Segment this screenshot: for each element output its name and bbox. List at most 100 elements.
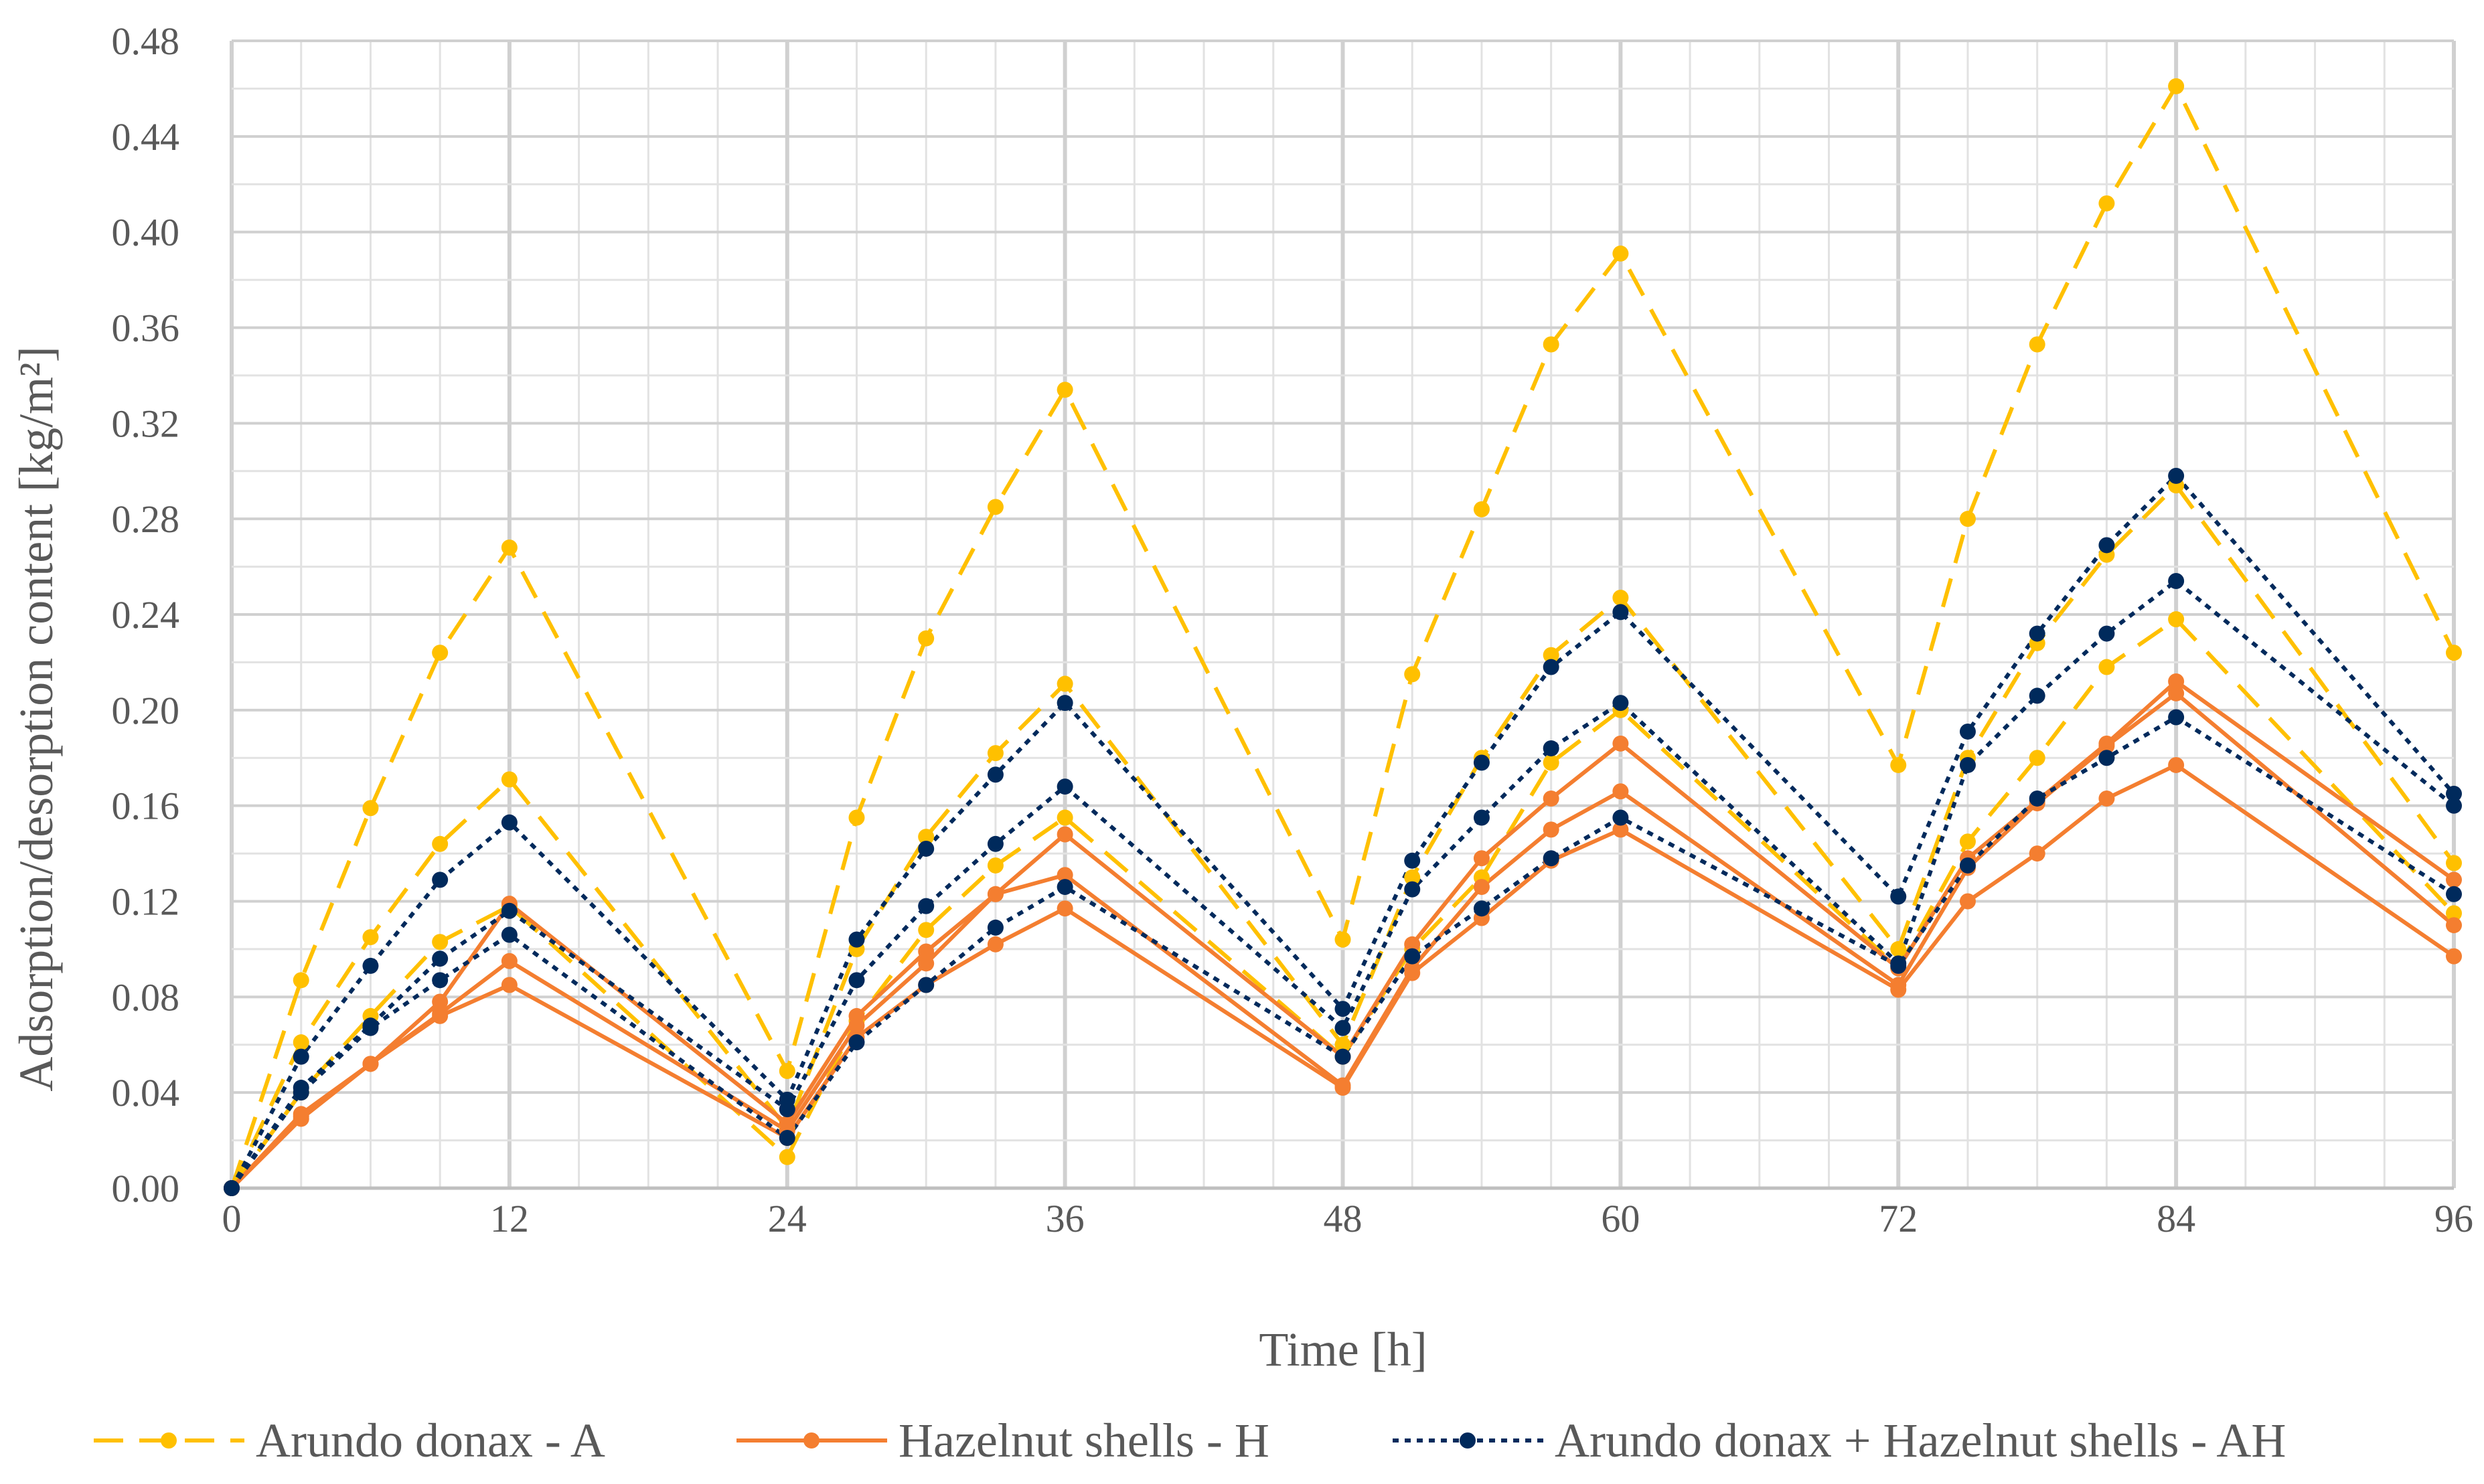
data-point-a: [1612, 245, 1629, 262]
data-point-a: [1543, 754, 1559, 771]
data-point-a: [987, 745, 1004, 762]
data-point-a: [2029, 750, 2045, 766]
data-point-ah: [1959, 857, 1976, 874]
x-tick-label: 36: [1046, 1197, 1085, 1240]
data-point-a: [987, 857, 1004, 874]
data-point-ah: [987, 766, 1004, 783]
data-point-a: [1057, 382, 1073, 398]
data-point-ah: [779, 1101, 795, 1118]
data-point-ah: [432, 872, 449, 888]
data-point-a: [432, 645, 449, 661]
data-point-h: [362, 1056, 379, 1072]
data-point-a: [432, 934, 449, 951]
data-point-a: [501, 771, 518, 788]
y-tick-label: 0.40: [112, 211, 180, 254]
data-point-ah: [1057, 695, 1073, 712]
data-point-a: [2098, 659, 2115, 675]
data-point-h: [2446, 872, 2462, 888]
x-tick-label: 48: [1324, 1197, 1363, 1240]
data-point-ah: [362, 957, 379, 974]
data-point-ah: [362, 1019, 379, 1036]
data-point-a: [2168, 611, 2185, 628]
data-point-ah: [1334, 1001, 1351, 1017]
y-tick-label: 0.08: [112, 975, 180, 1019]
data-point-a: [1057, 809, 1073, 826]
y-tick-label: 0.32: [112, 402, 180, 445]
data-point-h: [1057, 900, 1073, 917]
data-point-a: [2446, 905, 2462, 922]
data-point-h: [1612, 735, 1629, 752]
data-point-h: [1543, 790, 1559, 807]
data-point-ah: [1404, 948, 1421, 965]
data-point-a: [1612, 590, 1629, 606]
data-point-a: [2446, 645, 2462, 661]
data-point-ah: [848, 1034, 865, 1051]
data-point-h: [1612, 821, 1629, 838]
data-point-h: [2168, 685, 2185, 702]
x-tick-label: 72: [1879, 1197, 1918, 1240]
data-point-ah: [2168, 467, 2185, 484]
data-point-ah: [2029, 687, 2045, 704]
data-point-ah: [2446, 785, 2462, 802]
data-point-h: [1543, 821, 1559, 838]
data-point-ah: [224, 1180, 240, 1196]
data-point-h: [2168, 756, 2185, 773]
data-point-h: [1612, 783, 1629, 800]
data-point-h: [987, 886, 1004, 902]
data-point-a: [362, 800, 379, 817]
data-point-ah: [1334, 1019, 1351, 1036]
data-point-a: [1543, 647, 1559, 663]
legend: Arundo donax - A Hazelnut shells - H Arund…: [94, 1414, 2286, 1467]
data-point-h: [2446, 917, 2462, 934]
y-tick-label: 0.28: [112, 497, 180, 541]
y-tick-label: 0.48: [112, 19, 180, 63]
data-point-a: [1057, 675, 1073, 692]
data-point-ah: [1543, 850, 1559, 867]
data-point-ah: [918, 977, 935, 993]
y-tick-label: 0.44: [112, 115, 180, 159]
data-point-ah: [1473, 754, 1490, 771]
data-point-h: [1473, 850, 1490, 867]
tick-labels: 0 12 24 36 48 60 72 84 96 0.00 0.04 0.08 0.12 0.16 0.2…: [112, 19, 2474, 1240]
data-point-ah: [2029, 625, 2045, 642]
data-point-ah: [1612, 604, 1629, 621]
data-point-h: [2446, 948, 2462, 965]
y-axis-title: Adsorption/desorption content [kg/m²]: [9, 346, 63, 1091]
data-point-a: [2446, 855, 2462, 872]
x-axis-title: Time [h]: [1259, 1323, 1427, 1376]
data-point-h: [918, 955, 935, 972]
data-points: [224, 78, 2462, 1196]
data-point-ah: [1612, 695, 1629, 712]
data-point-ah: [987, 835, 1004, 852]
y-tick-label: 0.16: [112, 785, 180, 828]
data-point-ah: [779, 1130, 795, 1147]
x-tick-label: 60: [1601, 1197, 1640, 1240]
y-tick-label: 0.36: [112, 307, 180, 350]
data-point-a: [918, 922, 935, 938]
data-point-ah: [1959, 756, 1976, 773]
data-point-ah: [1890, 957, 1907, 974]
data-point-a: [362, 929, 379, 946]
data-point-ah: [2446, 886, 2462, 902]
data-point-a: [918, 829, 935, 845]
data-point-a: [848, 809, 865, 826]
legend-marker: [161, 1432, 177, 1449]
data-point-a: [1334, 931, 1351, 948]
data-point-ah: [2098, 750, 2115, 766]
data-point-ah: [1612, 809, 1629, 826]
data-point-a: [1890, 756, 1907, 773]
data-point-a: [779, 1063, 795, 1080]
data-point-ah: [501, 902, 518, 919]
data-point-ah: [2168, 709, 2185, 726]
data-point-a: [1473, 501, 1490, 517]
legend-marker: [1460, 1432, 1476, 1449]
data-point-h: [501, 953, 518, 969]
data-point-ah: [918, 898, 935, 914]
data-point-a: [293, 1034, 309, 1051]
x-tick-label: 0: [222, 1197, 242, 1240]
data-point-h: [1959, 893, 1976, 910]
data-point-a: [1959, 511, 1976, 527]
data-point-ah: [1959, 723, 1976, 740]
data-point-ah: [987, 919, 1004, 936]
